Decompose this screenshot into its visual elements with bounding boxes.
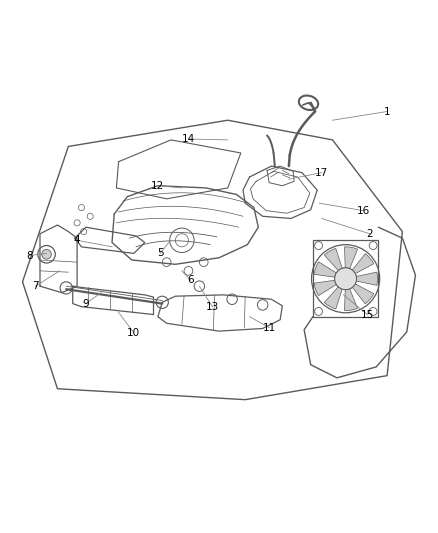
Text: 14: 14	[182, 134, 195, 144]
Text: 8: 8	[26, 251, 32, 261]
Wedge shape	[345, 289, 357, 311]
Text: 4: 4	[74, 235, 81, 245]
Wedge shape	[324, 287, 342, 309]
Text: 6: 6	[187, 276, 194, 286]
Text: 12: 12	[151, 181, 165, 191]
Text: 7: 7	[32, 281, 39, 291]
Text: 17: 17	[315, 168, 328, 177]
Wedge shape	[314, 280, 336, 296]
Circle shape	[42, 249, 51, 259]
Text: 5: 5	[157, 248, 163, 259]
Text: 1: 1	[384, 107, 390, 117]
Wedge shape	[345, 247, 357, 269]
Wedge shape	[356, 272, 378, 285]
Circle shape	[335, 268, 357, 289]
Circle shape	[335, 268, 357, 289]
Text: 11: 11	[263, 322, 276, 333]
Text: 2: 2	[366, 229, 373, 239]
Wedge shape	[324, 248, 342, 271]
Wedge shape	[352, 254, 374, 273]
Text: 10: 10	[127, 328, 141, 338]
Wedge shape	[314, 262, 336, 277]
Wedge shape	[352, 284, 374, 304]
Text: 15: 15	[361, 310, 374, 319]
Text: 16: 16	[357, 206, 370, 216]
Text: 13: 13	[206, 302, 219, 312]
Text: 9: 9	[82, 298, 89, 309]
